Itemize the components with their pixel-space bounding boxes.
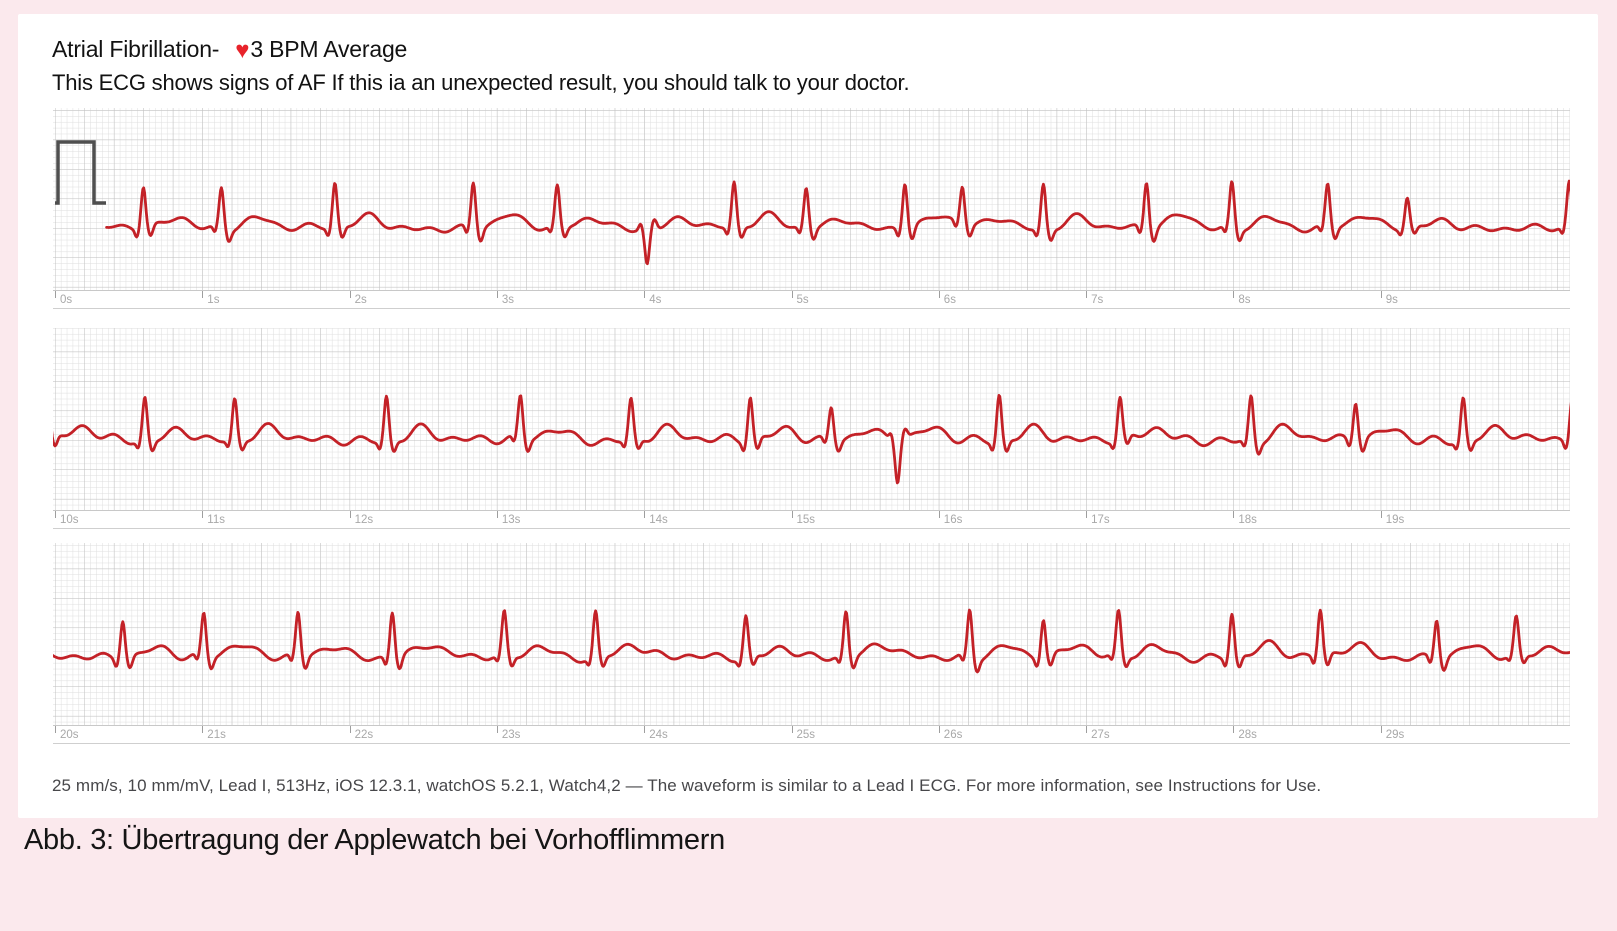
time-tick-mark (202, 726, 204, 733)
time-tick-mark (55, 726, 56, 733)
recording-metadata: 25 mm/s, 10 mm/mV, Lead I, 513Hz, iOS 12… (52, 776, 1322, 795)
heart-icon: ♥ (235, 37, 250, 64)
time-tick-label: 7s (1091, 294, 1104, 306)
time-tick-label: 9s (1385, 294, 1398, 306)
time-tick-label: 11s (207, 514, 225, 526)
time-tick-label: 3s (501, 294, 515, 306)
ecg-report-card: Atrial Fibrillation- ♥3 BPM Average This … (18, 14, 1598, 818)
time-tick-label: 0s (60, 294, 73, 306)
time-tick-label: 23s (501, 729, 521, 741)
time-tick-mark (496, 511, 498, 518)
time-tick-label: 21s (207, 729, 226, 741)
time-tick-label: 13s (501, 514, 521, 526)
ecg-grid-canvas (53, 328, 1570, 511)
time-tick-label: 2s (354, 294, 367, 306)
time-tick-label: 1s (207, 294, 220, 306)
time-tick-mark (55, 511, 56, 518)
time-tick-mark (1086, 726, 1088, 733)
time-tick-label: 15s (796, 514, 816, 526)
time-tick-label: 24s (649, 729, 668, 741)
time-tick-mark (1233, 291, 1235, 298)
time-tick-label: 22s (354, 729, 374, 741)
time-tick-mark (349, 291, 351, 298)
time-tick-label: 18s (1238, 514, 1257, 526)
ecg-time-axis: 0s 1s 2s 3s 4s 5s 6s 7s 8s 9s (53, 291, 1570, 309)
ecg-time-axis: 10s 11s 12s 13s 14s 15s 16s 17s 18s 19s (53, 511, 1570, 529)
time-tick-mark (496, 291, 498, 298)
time-tick-label: 27s (1091, 729, 1110, 741)
time-tick-mark (1233, 726, 1235, 733)
time-tick-mark (938, 726, 940, 733)
time-tick-mark (938, 291, 940, 298)
ecg-trace (53, 394, 1570, 485)
time-tick-label: 25s (796, 729, 816, 741)
time-tick-mark (1086, 511, 1088, 518)
result-bpm: 3 BPM Average (250, 36, 408, 62)
time-tick-mark (938, 511, 940, 518)
ecg-grid-canvas (53, 108, 1570, 291)
time-tick-label: 14s (649, 514, 668, 526)
time-tick-label: 5s (796, 294, 809, 306)
ecg-strip-strip-10-20s: 10s 11s 12s 13s 14s 15s 16s 17s 18s 19s (53, 328, 1570, 529)
time-tick-label: 29s (1385, 729, 1405, 741)
result-classification: Atrial Fibrillation- (52, 36, 220, 62)
time-tick-mark (644, 291, 646, 298)
ecg-grid-canvas (53, 543, 1570, 726)
ecg-time-axis: 20s 21s 22s 23s 24s 25s 26s 27s 28s 29s (53, 726, 1570, 744)
time-tick-mark (202, 291, 204, 298)
time-tick-mark (1380, 511, 1382, 518)
time-tick-mark (1380, 726, 1382, 733)
result-title: Atrial Fibrillation- ♥3 BPM Average (52, 36, 407, 65)
time-tick-label: 12s (354, 514, 374, 526)
time-tick-mark (349, 726, 351, 733)
time-tick-label: 17s (1091, 514, 1110, 526)
time-tick-mark (791, 291, 793, 298)
ecg-strip-strip-0-10s: 0s 1s 2s 3s 4s 5s 6s 7s 8s 9s (53, 108, 1570, 309)
result-description: This ECG shows signs of AF If this ia an… (52, 70, 910, 95)
time-tick-mark (1380, 291, 1382, 298)
time-tick-label: 26s (943, 729, 963, 741)
time-tick-label: 19s (1385, 514, 1405, 526)
time-tick-label: 16s (943, 514, 963, 526)
time-tick-mark (1233, 511, 1235, 518)
calibration-pulse (55, 140, 106, 205)
time-tick-mark (644, 726, 646, 733)
time-tick-mark (55, 291, 56, 298)
time-tick-mark (1086, 291, 1088, 298)
ecg-trace (105, 179, 1570, 266)
ecg-trace (53, 608, 1570, 674)
time-tick-mark (349, 511, 351, 518)
time-tick-mark (644, 511, 646, 518)
time-tick-label: 10s (60, 514, 79, 526)
time-tick-label: 28s (1238, 729, 1257, 741)
time-tick-label: 6s (943, 294, 956, 306)
time-tick-mark (791, 511, 793, 518)
figure-caption: Abb. 3: Übertragung der Applewatch bei V… (24, 824, 725, 856)
time-tick-label: 8s (1238, 294, 1251, 306)
time-tick-mark (202, 511, 204, 518)
time-tick-label: 4s (649, 294, 662, 306)
time-tick-mark (791, 726, 793, 733)
ecg-strip-strip-20-30s: 20s 21s 22s 23s 24s 25s 26s 27s 28s 29s (53, 543, 1570, 744)
time-tick-label: 20s (60, 729, 79, 741)
time-tick-mark (496, 726, 498, 733)
